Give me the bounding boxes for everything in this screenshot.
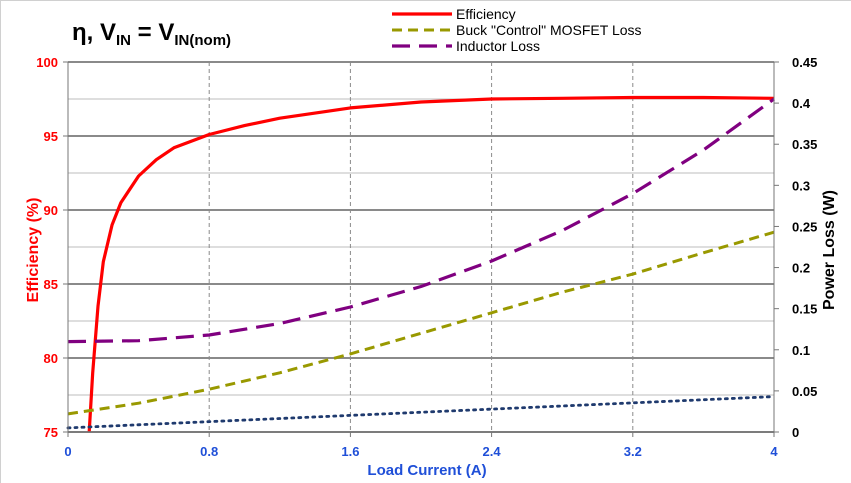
title-sub-in: IN <box>116 32 131 49</box>
x-tick-label: 0 <box>64 444 71 459</box>
axes: 75 80 85 90 95 100 0 0.05 0.1 0.15 0.2 0.25 0.3 0.35 0… <box>36 55 817 459</box>
title-eta: η, V <box>72 19 116 46</box>
grid <box>68 61 775 433</box>
inductor-loss-series-line <box>67 97 775 344</box>
y-right-tick-label: 0.2 <box>792 261 810 276</box>
buck-control-mosfet-loss-series-line <box>67 230 775 416</box>
y-right-tick-label: 0.1 <box>792 343 810 358</box>
unlabeled-series-line <box>66 395 776 430</box>
y-right-tick-label: 0.15 <box>792 302 817 317</box>
x-tick-label: 4 <box>770 444 778 459</box>
y-left-tick-label: 75 <box>44 425 58 440</box>
x-tick-label: 3.2 <box>624 444 642 459</box>
y-axis-right-label: Power Loss (W) <box>821 190 838 310</box>
y-right-tick-label: 0 <box>792 425 799 440</box>
x-tick-label: 2.4 <box>483 444 502 459</box>
y-left-tick-label: 90 <box>44 203 58 218</box>
legend-entry-label: Buck "Control" MOSFET Loss <box>456 22 642 38</box>
y-left-tick-label: 80 <box>44 351 58 366</box>
series-lines <box>66 95 776 433</box>
legend-entry-label: Inductor Loss <box>456 38 540 54</box>
y-right-tick-label: 0.3 <box>792 178 810 193</box>
title-equals: = V <box>131 19 174 46</box>
x-tick-label: 1.6 <box>341 444 359 459</box>
chart-title: η, VIN = VIN(nom) <box>72 19 231 49</box>
y-right-tick-label: 0.4 <box>792 96 811 111</box>
y-left-tick-label: 100 <box>36 55 58 70</box>
legend-entry-label: Efficiency <box>456 6 516 22</box>
y-left-tick-label: 85 <box>44 277 58 292</box>
x-axis-label: Load Current (A) <box>367 462 486 479</box>
x-tick-label: 0.8 <box>200 444 218 459</box>
y-right-tick-label: 0.25 <box>792 219 817 234</box>
efficiency-series-line <box>87 95 775 433</box>
y-right-tick-label: 0.05 <box>792 384 817 399</box>
y-right-tick-label: 0.35 <box>792 137 817 152</box>
y-axis-left-label: Efficiency (%) <box>25 198 42 303</box>
y-left-tick-label: 95 <box>44 129 58 144</box>
y-right-tick-label: 0.45 <box>792 55 817 70</box>
title-sub-innom: IN(nom) <box>174 32 231 49</box>
